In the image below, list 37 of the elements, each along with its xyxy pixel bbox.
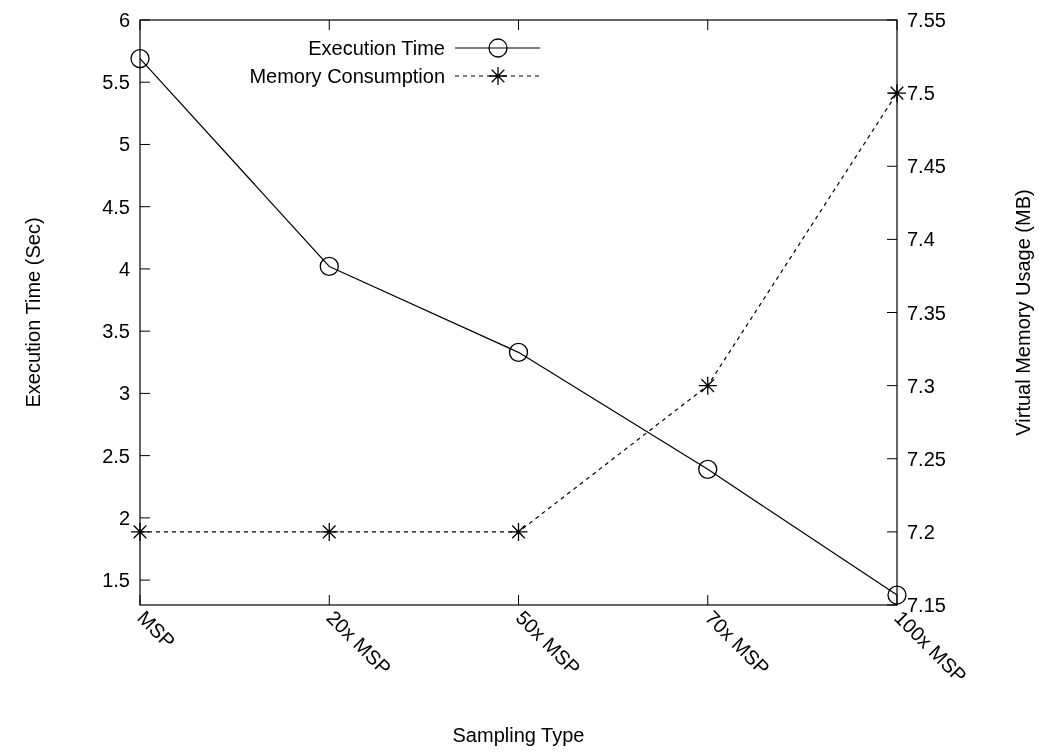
y-tick-label: 1.5 [102,569,130,592]
x-axis-title: Sampling Type [452,724,585,746]
y2-tick-label: 7.3 [907,374,935,397]
x-tick-label: MSP [133,606,180,653]
point [130,48,150,69]
y-tick-label: 2.5 [102,444,130,467]
y2-tick-label: 7.25 [907,447,946,470]
y-tick-label: 5.5 [102,71,130,94]
y-tick-label: 6 [118,9,130,31]
legend-label: Memory Consumption [249,65,445,87]
y-tick-label: 4.5 [102,195,130,218]
y-tick-label: 3 [118,382,130,405]
x-tick-label: 20x MSP [322,606,396,680]
point [319,522,339,542]
y-tick-label: 2 [118,506,130,529]
point [508,342,529,362]
y2-axis-title: Virtual Memory Usage (MB) [1012,189,1034,436]
y2-tick-label: 7.2 [907,520,935,543]
y2-tick-label: 7.15 [907,594,946,616]
y2-tick-label: 7.4 [907,228,935,251]
y2-tick-label: 7.45 [907,155,946,178]
point [698,459,718,479]
x-tick-label: 70x MSP [700,606,774,680]
point [698,375,718,396]
point [508,522,529,542]
y-tick-label: 5 [118,133,130,156]
point [130,522,150,542]
y-tick-label: 3.5 [102,320,130,343]
y2-tick-label: 7.35 [907,301,946,324]
x-tick-label: 50x MSP [511,606,585,680]
legend-label: Execution Time [308,37,445,59]
y-tick-label: 4 [118,257,130,280]
y2-tick-label: 7.55 [907,9,946,31]
y-axis-title: Execution Time (Sec) [22,217,44,408]
point [887,83,907,103]
point [319,256,339,277]
y2-tick-label: 7.5 [907,82,935,105]
